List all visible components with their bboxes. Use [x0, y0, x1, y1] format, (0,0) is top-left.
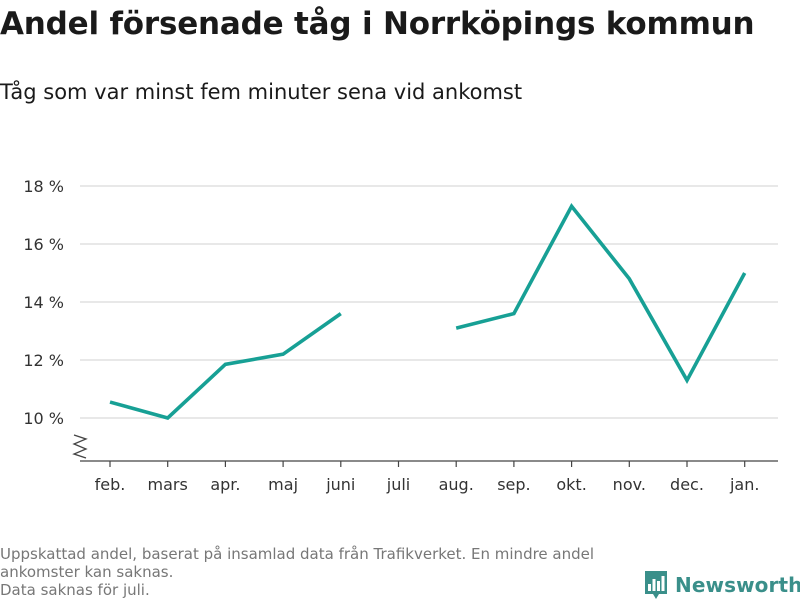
x-tick-label: feb. [95, 475, 126, 494]
data-point [223, 362, 227, 366]
data-point [512, 312, 516, 316]
data-point [108, 400, 112, 404]
footnote-line: Uppskattad andel, baserat på insamlad da… [0, 545, 595, 563]
data-point [570, 204, 574, 208]
x-tick-label: dec. [670, 475, 704, 494]
chart-title: Andel försenade tåg i Norrköpings kommun [0, 6, 755, 42]
footnote: Uppskattad andel, baserat på insamlad da… [0, 545, 640, 599]
x-tick-label: jan. [729, 475, 759, 494]
series [108, 203, 747, 421]
bar-chart-logo-icon [645, 571, 667, 599]
y-axis: 10 % 12 % 14 % 16 % 18 % [23, 177, 88, 459]
y-tick-label: 14 % [23, 293, 64, 312]
x-tick-label: juni [325, 475, 355, 494]
data-point [685, 378, 689, 382]
data-point [454, 326, 458, 330]
axis-break-mark [72, 434, 88, 459]
gridlines [80, 185, 778, 419]
data-point [281, 352, 285, 356]
x-tick-label: aug. [439, 475, 474, 494]
series-line-segment [109, 312, 342, 421]
data-point [339, 312, 343, 316]
x-tick-label: mars [148, 475, 188, 494]
y-tick-label: 16 % [23, 235, 64, 254]
line-chart: 10 % 12 % 14 % 16 % 18 % feb. mars apr. maj juni… [23, 177, 778, 494]
chart-subtitle: Tåg som var minst fem minuter sena vid a… [0, 80, 523, 104]
series-line-segment [455, 203, 747, 385]
x-axis: feb. mars apr. maj juni juli aug. sep. okt. nov. d… [80, 460, 778, 494]
brand-name: Newsworthy [675, 573, 800, 597]
footnote-line: Data saknas för juli. [0, 581, 150, 599]
y-tick-label: 10 % [23, 409, 64, 428]
y-tick-label: 12 % [23, 351, 64, 370]
x-tick-label: sep. [497, 475, 530, 494]
x-tick-label: maj [268, 475, 298, 494]
footnote-line: ankomster kan saknas. [0, 563, 174, 581]
data-point [743, 271, 747, 275]
x-tick-label: apr. [210, 475, 240, 494]
x-tick-label: juli [386, 475, 410, 494]
data-point [627, 277, 631, 281]
x-tick-label: okt. [556, 475, 586, 494]
brand-logo: Newsworthy [644, 569, 800, 601]
x-tick-label: nov. [613, 475, 646, 494]
data-point [166, 416, 170, 420]
y-tick-label: 18 % [23, 177, 64, 196]
